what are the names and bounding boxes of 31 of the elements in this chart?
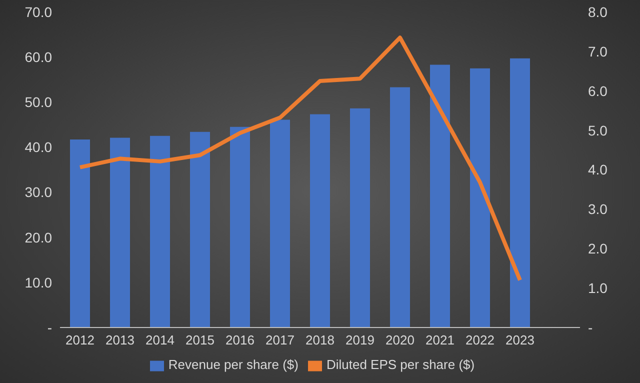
- x-tick-label: 2014: [146, 332, 174, 348]
- y-tick-label: 60.0: [24, 49, 52, 66]
- x-tick-label: 2013: [106, 332, 134, 348]
- x-tick-label: 2012: [66, 332, 94, 348]
- y2-tick-label: 4.0: [588, 162, 608, 178]
- y-tick-label: 10.0: [24, 274, 52, 290]
- x-tick-label: 2020: [386, 332, 414, 348]
- y2-tick-label: 5.0: [588, 122, 608, 138]
- legend-label: Revenue per share ($): [168, 357, 298, 372]
- x-tick-label: 2019: [346, 332, 374, 348]
- x-tick-label: 2022: [466, 332, 494, 348]
- y-tick-label: -: [47, 319, 52, 336]
- x-tick-label: 2015: [186, 332, 214, 348]
- x-tick-label: 2021: [426, 332, 454, 348]
- y-tick-label: 20.0: [24, 229, 52, 246]
- y2-tick-label: 2.0: [588, 240, 608, 257]
- y-tick-label: 70.0: [24, 4, 52, 20]
- x-tick-label: 2016: [226, 332, 254, 348]
- y-tick-label: 40.0: [24, 139, 52, 156]
- x-tick-label: 2023: [506, 332, 534, 348]
- y2-tick-label: 8.0: [588, 4, 608, 20]
- y2-tick-label: 6.0: [588, 82, 608, 99]
- x-tick-label: 2018: [306, 332, 334, 348]
- y2-tick-label: -: [588, 319, 593, 336]
- legend-label: Diluted EPS per share ($): [326, 357, 475, 372]
- y2-tick-label: 3.0: [588, 201, 608, 218]
- y2-tick-label: 1.0: [588, 280, 608, 296]
- x-tick-label: 2017: [266, 332, 294, 348]
- y-tick-label: 30.0: [24, 184, 52, 200]
- y-tick-label: 50.0: [24, 94, 52, 110]
- y2-tick-label: 7.0: [588, 43, 608, 60]
